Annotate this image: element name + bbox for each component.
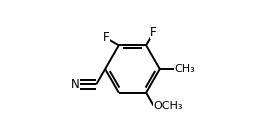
- Text: F: F: [150, 26, 157, 39]
- Text: F: F: [102, 31, 109, 44]
- Text: OCH₃: OCH₃: [154, 101, 183, 111]
- Text: N: N: [71, 78, 80, 91]
- Text: CH₃: CH₃: [175, 64, 196, 74]
